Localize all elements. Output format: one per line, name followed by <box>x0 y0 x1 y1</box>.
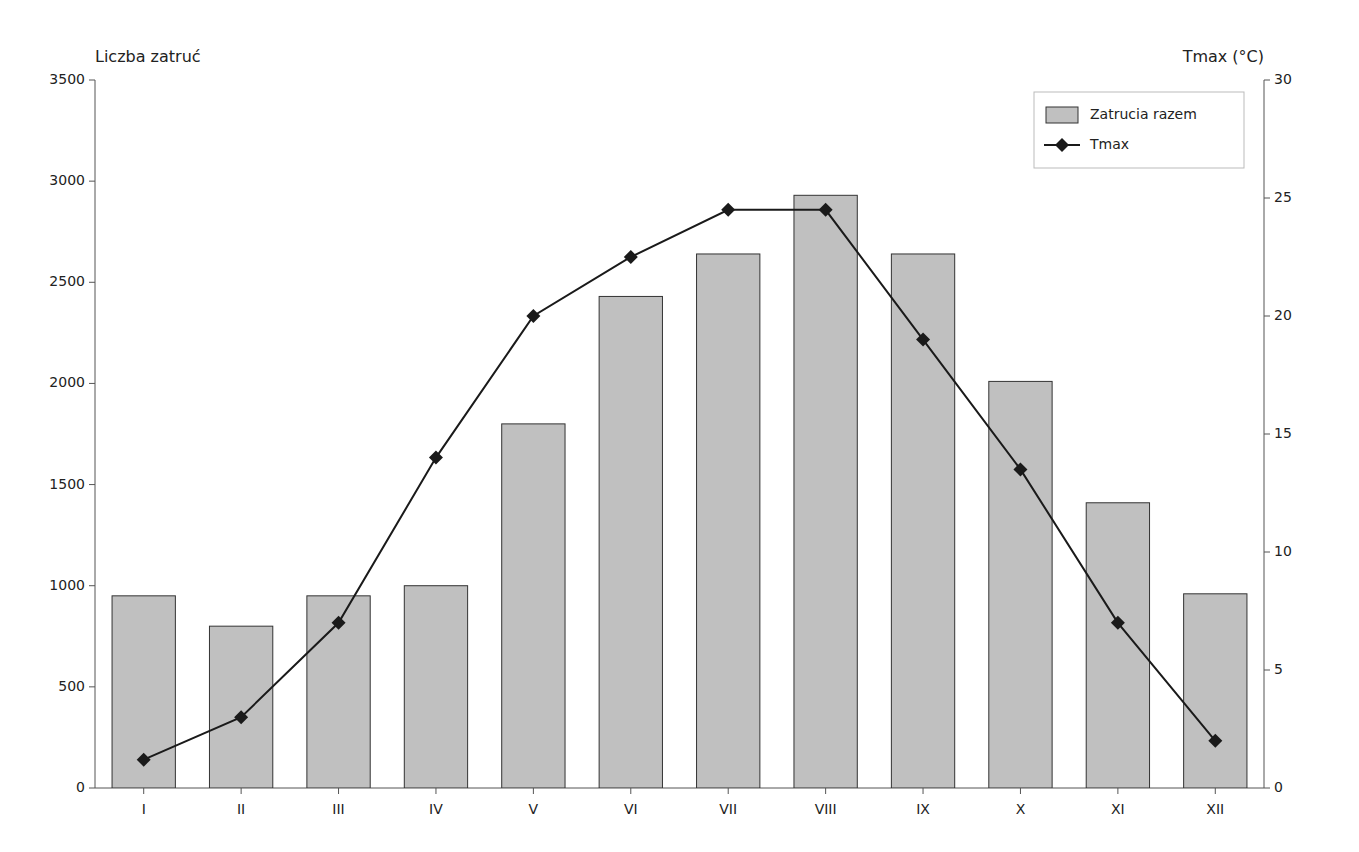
line-marker <box>137 753 151 767</box>
y2-tick <box>1264 552 1270 553</box>
y2-tick-label: 20 <box>1274 307 1292 323</box>
y-tick-label: 2500 <box>49 273 85 289</box>
line-marker <box>234 710 248 724</box>
bar <box>891 254 954 788</box>
y-tick <box>89 383 95 384</box>
y-tick-label: 1000 <box>49 577 85 593</box>
line-marker <box>526 309 540 323</box>
line <box>144 210 1216 760</box>
legend-swatch <box>1046 107 1078 123</box>
y2-tick <box>1264 434 1270 435</box>
bar <box>404 586 467 788</box>
x-tick <box>241 788 242 794</box>
y2-tick-label: 5 <box>1274 661 1283 677</box>
y2-axis-title: Tmax (°C) <box>1182 47 1264 66</box>
y-tick-label: 3000 <box>49 172 85 188</box>
bar <box>697 254 760 788</box>
x-tick <box>338 788 339 794</box>
y2-tick <box>1264 670 1270 671</box>
y-tick <box>89 585 95 586</box>
y2-tick <box>1264 80 1270 81</box>
x-tick-label: V <box>529 801 539 817</box>
x-tick <box>435 788 436 794</box>
line-marker <box>916 333 930 347</box>
bar <box>1184 594 1247 788</box>
x-tick-label: VIII <box>815 801 837 817</box>
y-tick <box>89 181 95 182</box>
x-tick <box>1117 788 1118 794</box>
line-marker <box>819 203 833 217</box>
y-tick <box>89 80 95 81</box>
chart: 0 500 1000 1500 2000 2500 3000 3500 0 5 10 15 20 25 30… <box>0 0 1359 852</box>
x-tick-label: X <box>1016 801 1026 817</box>
line-marker <box>1208 734 1222 748</box>
bar <box>599 296 662 788</box>
x-tick <box>728 788 729 794</box>
x-tick-label: XII <box>1206 801 1224 817</box>
bar <box>112 596 175 788</box>
line-marker <box>624 250 638 264</box>
x-tick <box>825 788 826 794</box>
x-tick-label: IV <box>429 801 443 817</box>
y2-tick <box>1264 788 1270 789</box>
y2-tick-label: 0 <box>1274 779 1283 795</box>
y2-tick-label: 15 <box>1274 425 1292 441</box>
y-tick-label: 2000 <box>49 374 85 390</box>
x-tick <box>923 788 924 794</box>
legend-frame <box>1034 92 1244 168</box>
y-tick <box>89 484 95 485</box>
y-axis-line <box>95 80 96 788</box>
line-marker <box>1013 462 1027 476</box>
line-marker <box>1111 616 1125 630</box>
y-tick-label: 1500 <box>49 476 85 492</box>
x-tick-label: I <box>142 801 146 817</box>
y2-tick-label: 10 <box>1274 543 1292 559</box>
y2-tick-label: 30 <box>1274 71 1292 87</box>
x-tick-label: III <box>332 801 344 817</box>
x-tick <box>533 788 534 794</box>
x-tick <box>143 788 144 794</box>
line-marker <box>332 616 346 630</box>
y-tick <box>89 282 95 283</box>
bar <box>502 424 565 788</box>
y2-tick-label: 25 <box>1274 189 1292 205</box>
legend-marker <box>1055 138 1069 152</box>
x-tick <box>1020 788 1021 794</box>
bar <box>209 626 272 788</box>
bar <box>1086 503 1149 788</box>
line-marker <box>721 203 735 217</box>
y-axis-title: Liczba zatruć <box>95 47 201 66</box>
bar <box>307 596 370 788</box>
bar <box>794 195 857 788</box>
legend-label: Zatrucia razem <box>1090 106 1197 122</box>
y-tick-label: 0 <box>76 779 85 795</box>
bar <box>989 381 1052 788</box>
line-marker <box>429 451 443 465</box>
x-tick-label: VI <box>624 801 638 817</box>
x-tick-label: VII <box>719 801 737 817</box>
legend: Zatrucia razem Tmax <box>1034 92 1244 168</box>
x-tick-label: II <box>237 801 245 817</box>
y-tick-label: 500 <box>58 678 85 694</box>
y2-tick <box>1264 316 1270 317</box>
marks <box>112 195 1247 788</box>
legend-label: Tmax <box>1089 136 1129 152</box>
x-tick-label: IX <box>916 801 930 817</box>
y2-tick <box>1264 198 1270 199</box>
y-tick <box>89 788 95 789</box>
y-tick-label: 3500 <box>49 71 85 87</box>
y-tick <box>89 686 95 687</box>
x-tick-label: XI <box>1111 801 1125 817</box>
x-tick <box>630 788 631 794</box>
x-tick <box>1215 788 1216 794</box>
